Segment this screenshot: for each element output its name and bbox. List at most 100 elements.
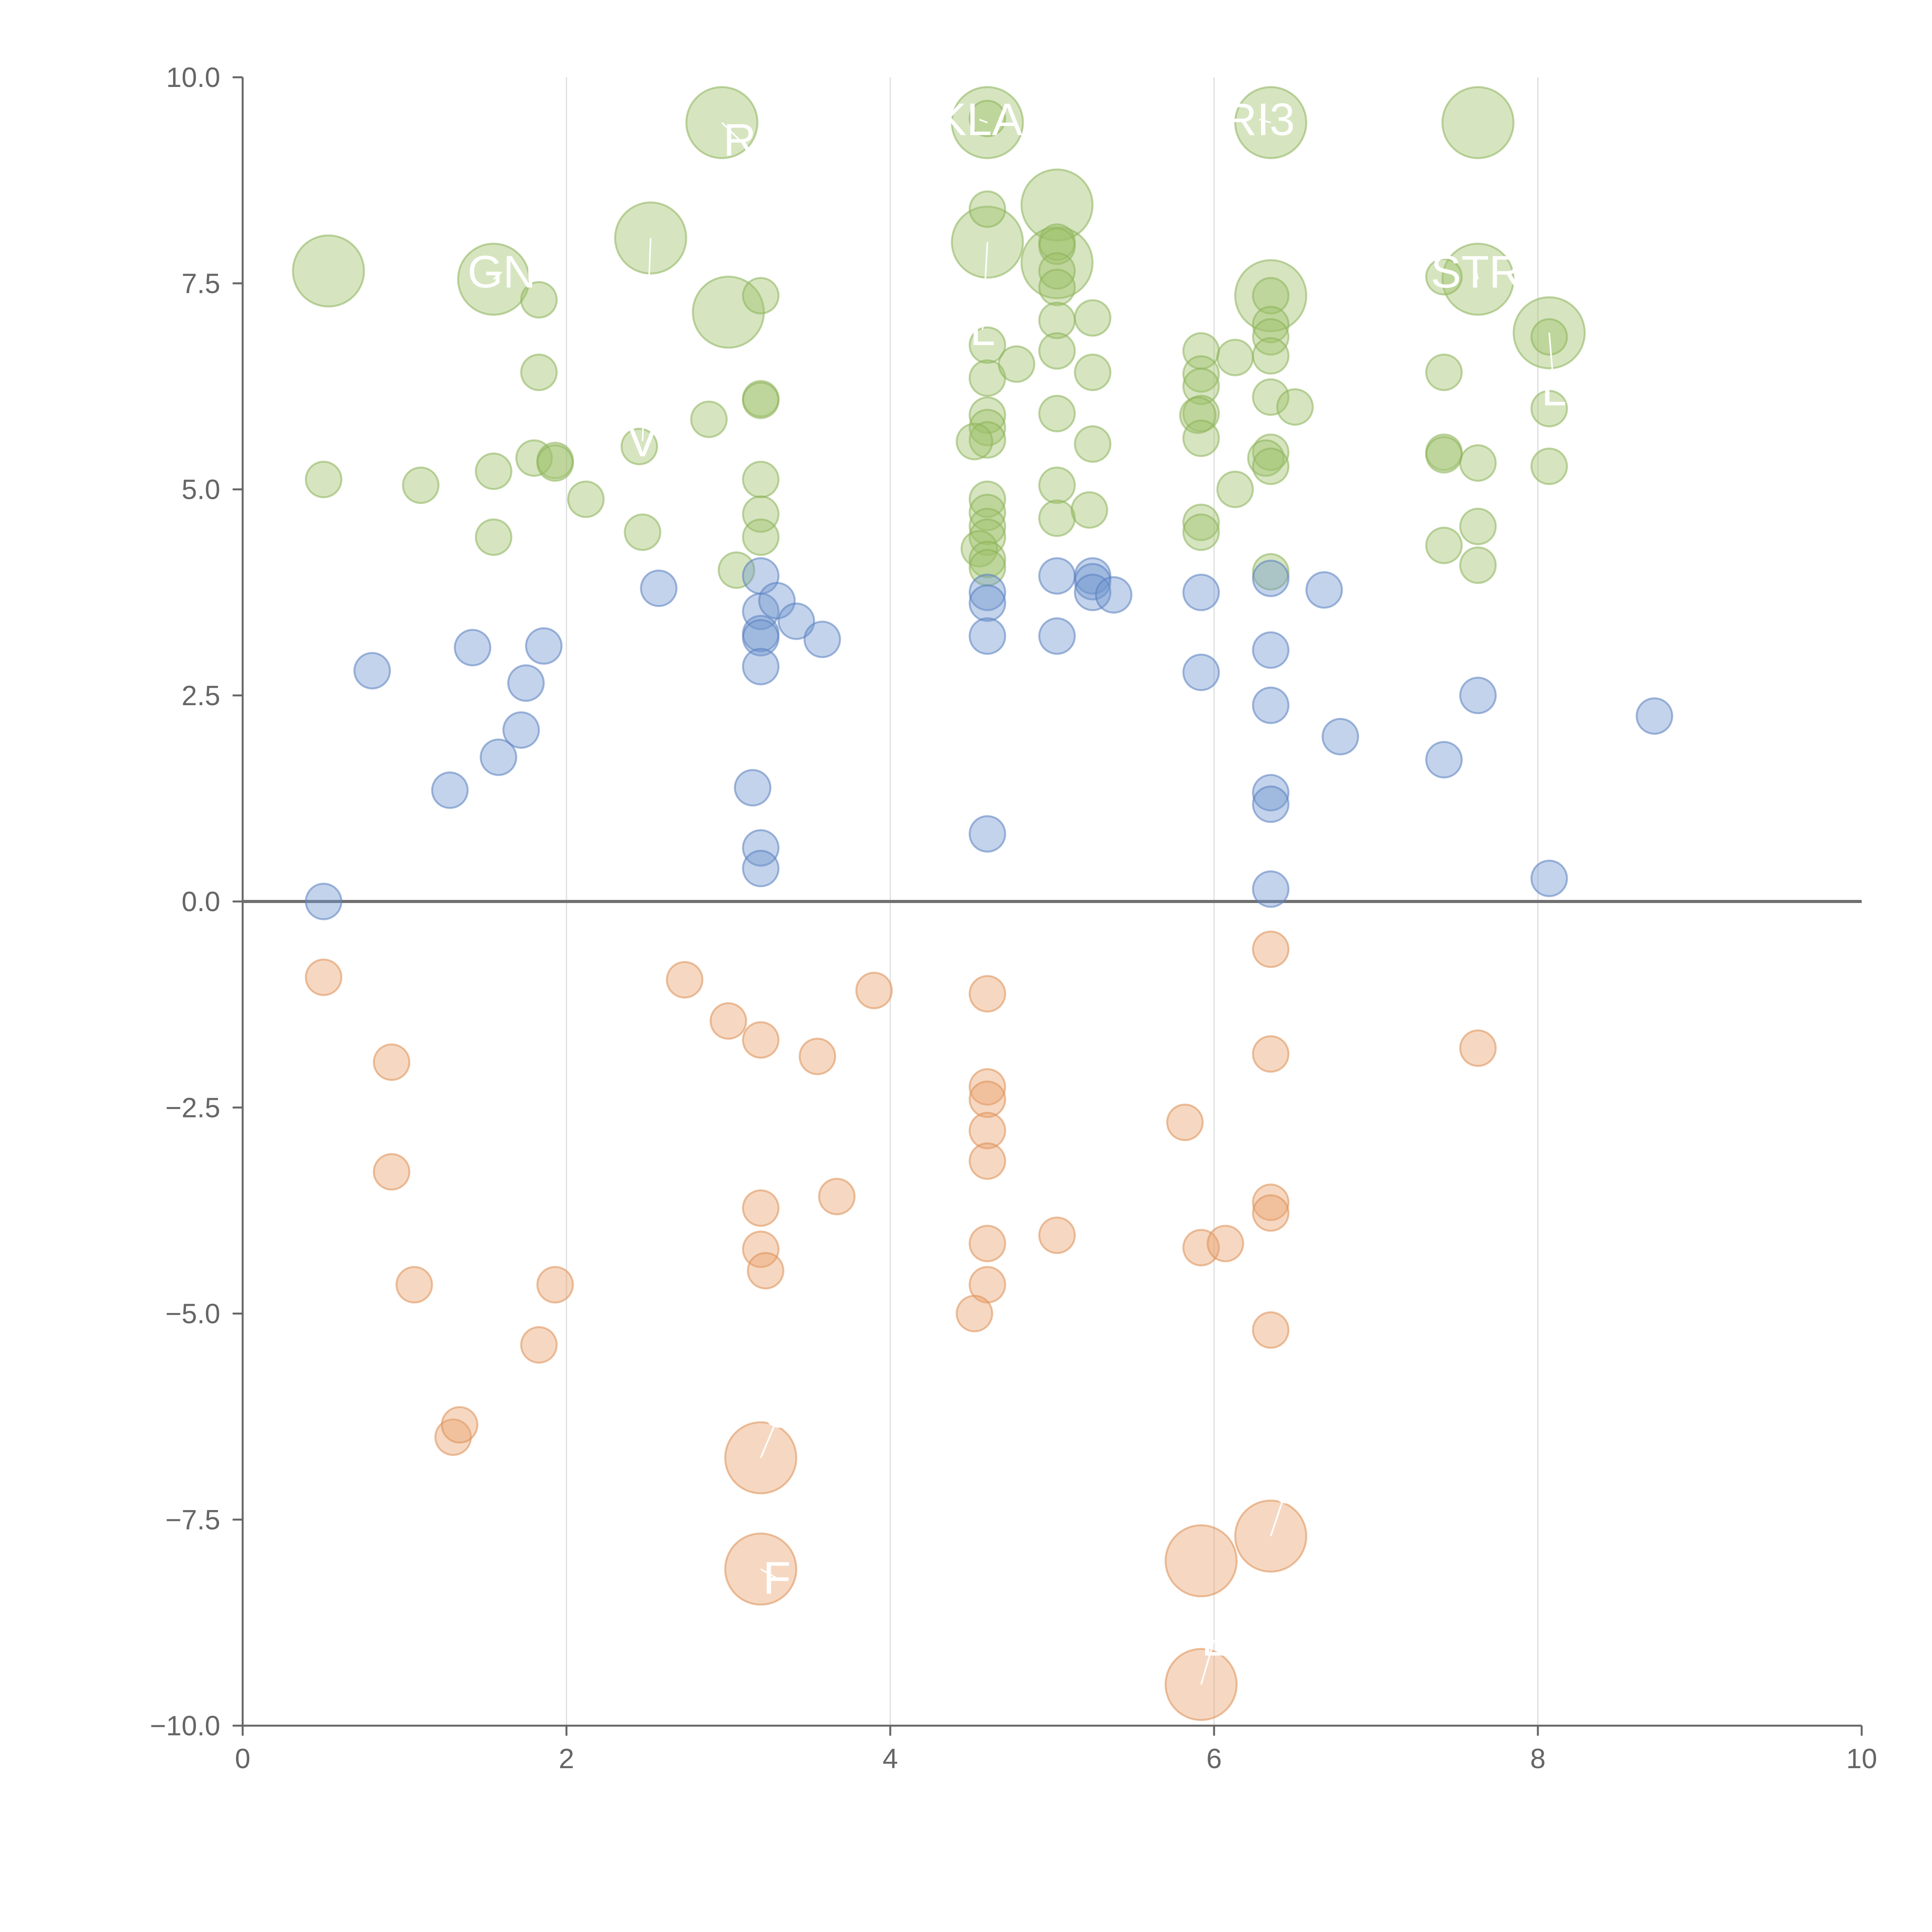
x-tick-label: 4 bbox=[883, 1743, 898, 1774]
annotation-leader bbox=[721, 122, 740, 141]
point-high bbox=[1252, 337, 1290, 375]
point-high bbox=[742, 518, 780, 556]
point-mid bbox=[1321, 718, 1359, 755]
point-mid bbox=[742, 850, 780, 888]
annotation-leader bbox=[493, 271, 502, 280]
point-low bbox=[1252, 1194, 1290, 1232]
point-low bbox=[968, 975, 1006, 1013]
point-high bbox=[1216, 338, 1254, 376]
point-low bbox=[968, 1225, 1006, 1262]
point-low bbox=[968, 1142, 1006, 1180]
point-low bbox=[709, 1002, 747, 1040]
point-high bbox=[1252, 378, 1290, 416]
point-high bbox=[1252, 447, 1290, 485]
point-high bbox=[1252, 277, 1290, 315]
point-mid bbox=[1252, 774, 1290, 811]
point-mid bbox=[507, 664, 545, 702]
point-high bbox=[718, 551, 755, 589]
point-high bbox=[1038, 395, 1076, 432]
point-low bbox=[372, 1043, 410, 1081]
point-mid bbox=[1252, 785, 1290, 823]
point-high bbox=[1182, 503, 1220, 541]
point-low bbox=[968, 1080, 1006, 1118]
point-low bbox=[1164, 1524, 1238, 1597]
point-high bbox=[520, 281, 558, 319]
point-high bbox=[968, 421, 1006, 459]
point-high bbox=[1425, 436, 1463, 474]
point-high bbox=[968, 541, 1006, 578]
point-high bbox=[292, 234, 365, 308]
point-mid bbox=[1182, 573, 1220, 611]
y-tick-label: 0.0 bbox=[182, 886, 220, 917]
point-mid bbox=[1182, 653, 1220, 691]
point-high bbox=[1020, 168, 1094, 242]
point-low bbox=[395, 1266, 433, 1304]
annotation-label: R bbox=[723, 115, 756, 166]
annotation-leader bbox=[981, 242, 988, 330]
point-high bbox=[1530, 389, 1568, 427]
point-high bbox=[1234, 259, 1308, 332]
point-high bbox=[968, 409, 1006, 447]
annotation-label: GN bbox=[468, 247, 536, 298]
point-high bbox=[1276, 388, 1314, 426]
annotation-leader bbox=[979, 119, 988, 124]
x-tick-label: 6 bbox=[1206, 1743, 1222, 1774]
point-low bbox=[1166, 1104, 1204, 1141]
point-high bbox=[536, 444, 574, 482]
point-high bbox=[1182, 367, 1220, 405]
annotation-label: STR bbox=[1431, 247, 1522, 298]
annotation-label: O bbox=[762, 1386, 798, 1437]
point-high bbox=[956, 423, 993, 461]
point-mid bbox=[1038, 617, 1076, 655]
point-low bbox=[1252, 1184, 1290, 1221]
point-mid bbox=[968, 584, 1006, 622]
point-high bbox=[1252, 306, 1290, 344]
point-high bbox=[520, 354, 558, 391]
point-high bbox=[1252, 318, 1290, 356]
point-high bbox=[1252, 434, 1290, 471]
point-mid bbox=[640, 569, 678, 607]
point-high bbox=[742, 277, 780, 315]
point-mid bbox=[353, 652, 391, 690]
point-high bbox=[692, 276, 765, 349]
point-high bbox=[1425, 527, 1463, 565]
annotation-leader bbox=[1200, 1640, 1215, 1685]
point-mid bbox=[968, 573, 1006, 611]
point-mid bbox=[968, 617, 1006, 655]
point-high bbox=[1425, 354, 1463, 391]
y-tick-label: −10.0 bbox=[150, 1711, 220, 1742]
point-low bbox=[968, 1112, 1006, 1150]
point-low bbox=[520, 1326, 558, 1364]
point-high bbox=[1459, 546, 1497, 584]
point-low bbox=[372, 1153, 410, 1191]
point-mid bbox=[1530, 859, 1568, 897]
y-tick-label: −5.0 bbox=[165, 1299, 220, 1330]
point-mid bbox=[803, 621, 841, 658]
annotation-label: L bbox=[1541, 364, 1567, 415]
point-mid bbox=[1252, 686, 1290, 724]
point-mid bbox=[742, 829, 780, 867]
point-low bbox=[1459, 1029, 1497, 1067]
point-mid bbox=[480, 738, 517, 776]
y-tick-label: −7.5 bbox=[165, 1505, 220, 1536]
point-high bbox=[305, 461, 342, 498]
point-high bbox=[690, 400, 728, 438]
point-high bbox=[1530, 447, 1568, 485]
point-mid bbox=[525, 627, 563, 665]
y-tick-label: 2.5 bbox=[182, 680, 220, 711]
point-mid bbox=[502, 711, 540, 749]
point-mid bbox=[742, 619, 780, 656]
point-high bbox=[1441, 86, 1515, 159]
point-mid bbox=[1425, 741, 1463, 779]
x-tick-label: 0 bbox=[235, 1743, 250, 1774]
point-high bbox=[1459, 444, 1497, 482]
point-mid bbox=[1636, 697, 1673, 735]
point-mid bbox=[454, 629, 492, 667]
point-mid bbox=[1038, 557, 1076, 595]
point-mid bbox=[742, 648, 780, 685]
point-high bbox=[1074, 299, 1112, 337]
point-high bbox=[624, 513, 662, 551]
annotation-leader bbox=[1259, 119, 1271, 124]
annotations: R KLA RI3 GN STR L V L O F J L bbox=[468, 94, 1567, 1685]
